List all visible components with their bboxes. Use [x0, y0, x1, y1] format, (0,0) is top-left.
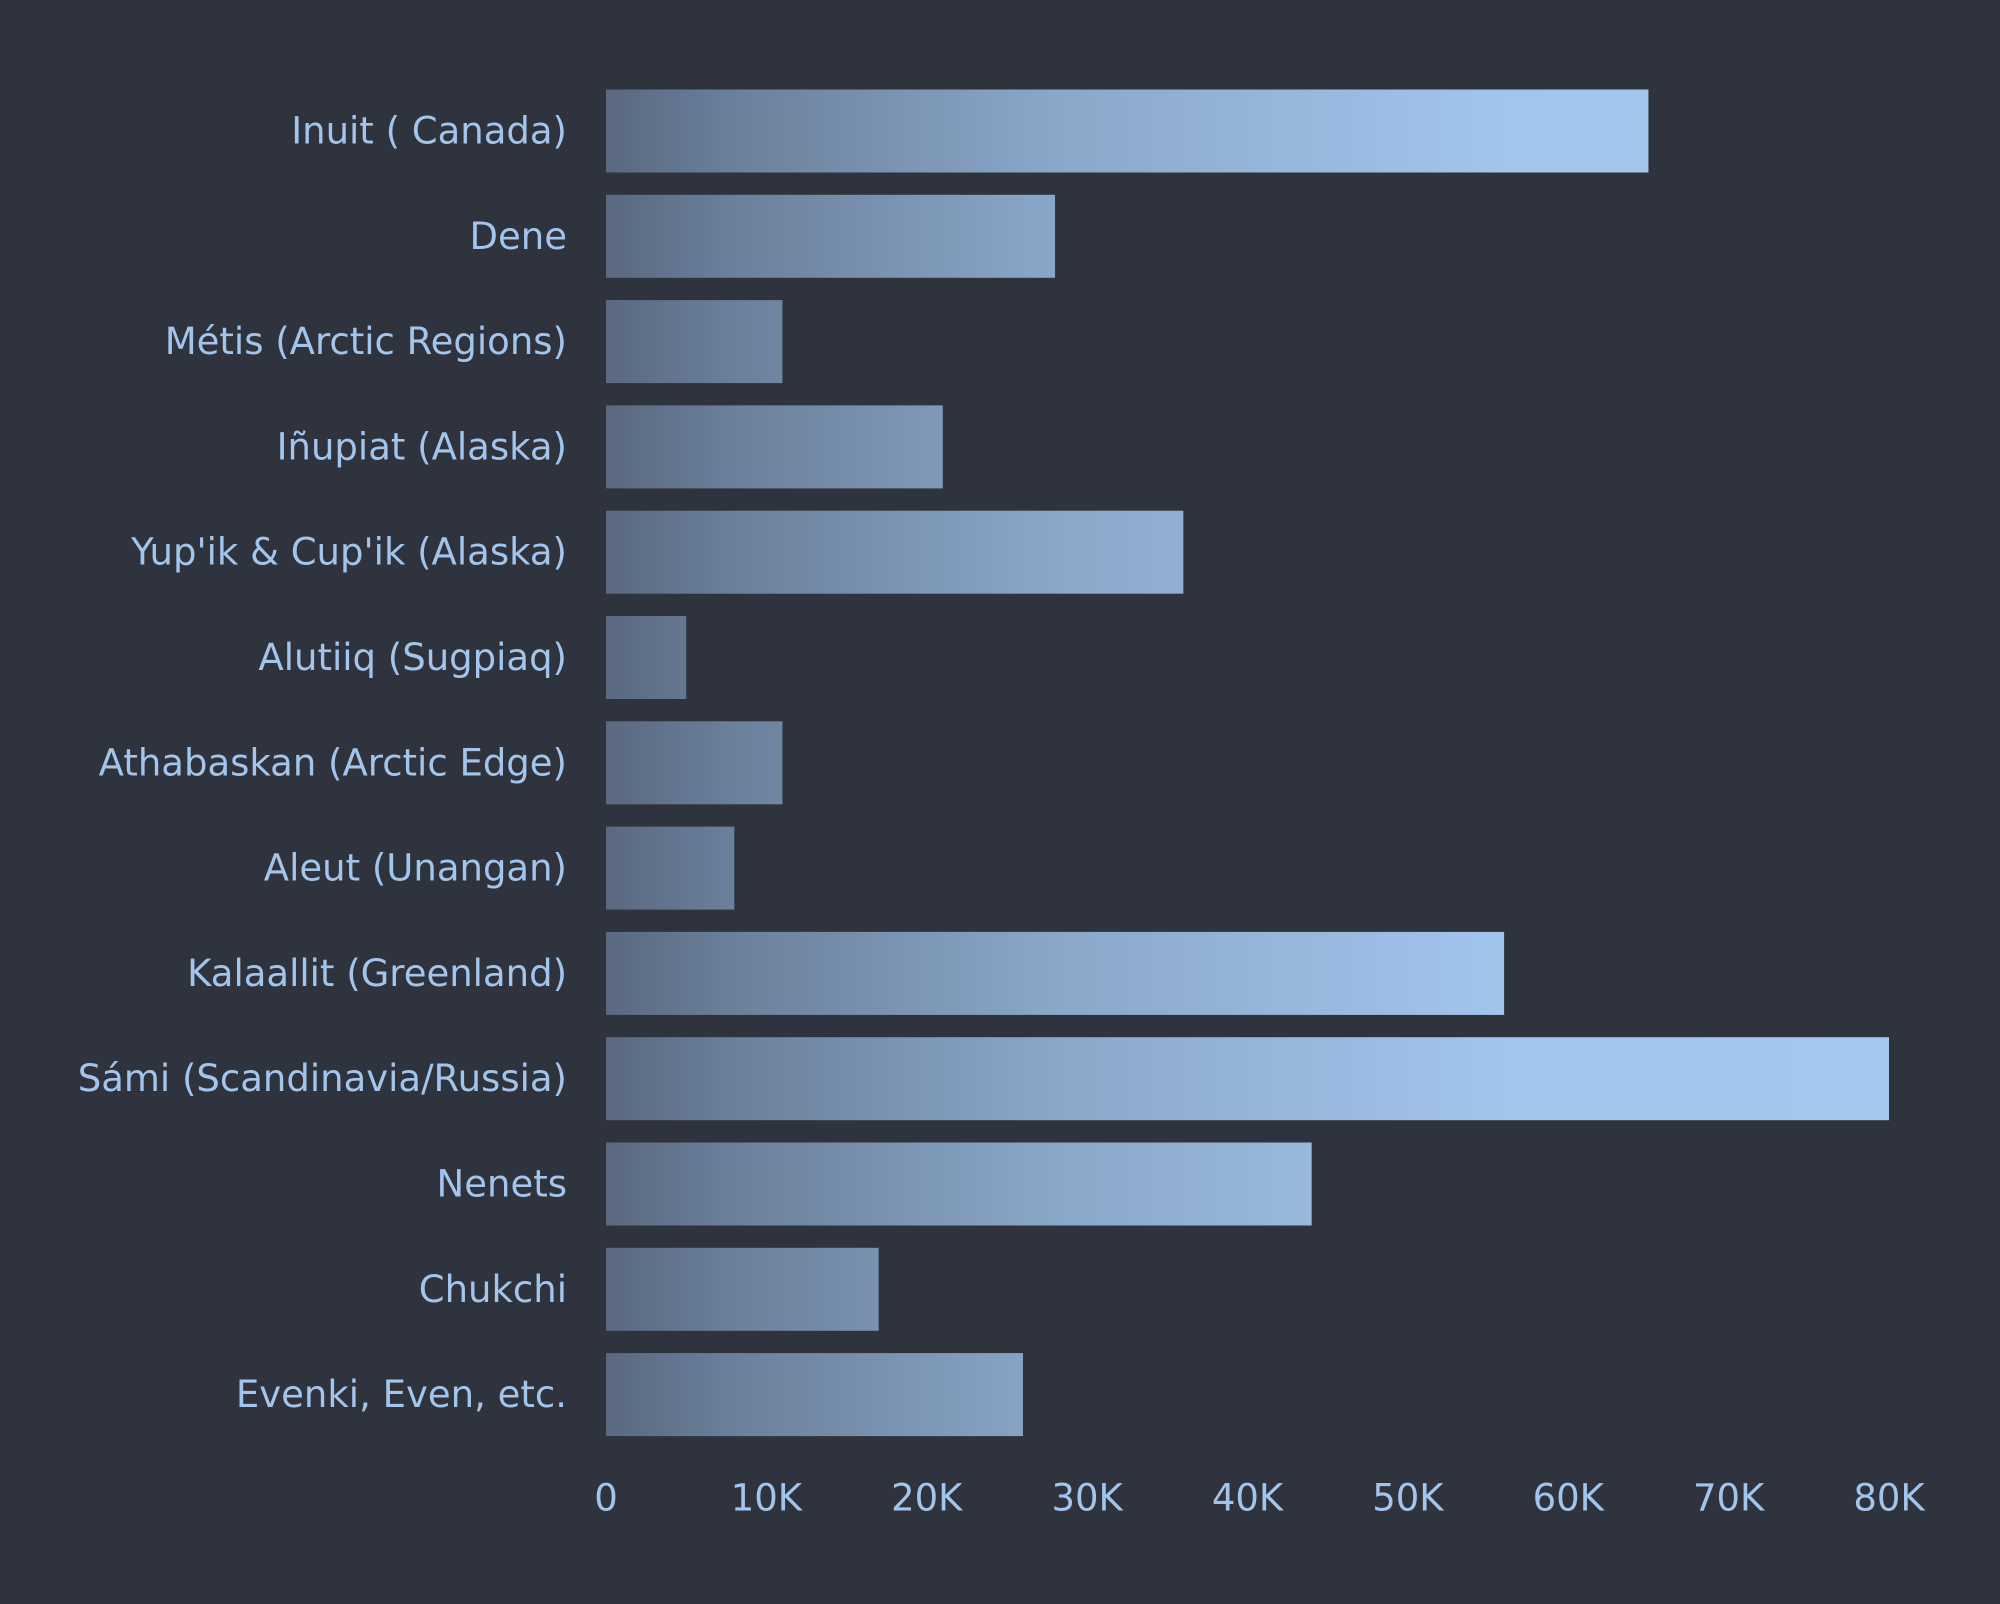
bar	[606, 616, 687, 699]
category-label: Alutiiq (Sugpiaq)	[258, 636, 567, 679]
category-label: Evenki, Even, etc.	[236, 1373, 567, 1416]
bar	[606, 1247, 879, 1331]
bar	[606, 931, 1505, 1015]
category-labels: Inuit ( Canada) Dene Métis (Arctic Regions…	[78, 110, 567, 1417]
category-label: Inuit ( Canada)	[291, 110, 567, 153]
x-tick-label: 0	[594, 1477, 618, 1520]
category-label: Kalaallit (Greenland)	[187, 952, 567, 995]
x-tick-label: 20K	[891, 1477, 964, 1520]
x-tick-label: 40K	[1212, 1477, 1285, 1520]
bar	[606, 1142, 1312, 1226]
category-label: Yup'ik & Cup'ik (Alaska)	[130, 531, 567, 574]
category-label: Iñupiat (Alaska)	[277, 425, 567, 468]
bar	[606, 1037, 1889, 1121]
x-tick-label: 30K	[1051, 1477, 1124, 1520]
bar	[606, 510, 1184, 594]
x-axis-ticks: 0 10K 20K 30K 40K 50K 60K 70K 80K	[594, 1477, 1926, 1520]
bar	[606, 405, 943, 489]
bar	[606, 1353, 1023, 1437]
category-label: Aleut (Unangan)	[264, 847, 567, 890]
bar	[606, 194, 1056, 278]
x-tick-label: 70K	[1693, 1477, 1766, 1520]
bar	[606, 721, 783, 805]
category-label: Athabaskan (Arctic Edge)	[99, 741, 567, 784]
bar	[606, 300, 783, 384]
category-label: Métis (Arctic Regions)	[165, 320, 567, 363]
bar	[606, 89, 1649, 173]
x-tick-label: 60K	[1533, 1477, 1606, 1520]
category-label: Sámi (Scandinavia/Russia)	[78, 1057, 567, 1100]
category-label: Dene	[470, 215, 567, 258]
x-tick-label: 80K	[1853, 1477, 1926, 1520]
category-label: Chukchi	[419, 1268, 567, 1311]
x-tick-label: 50K	[1372, 1477, 1445, 1520]
category-label: Nenets	[437, 1163, 567, 1206]
bar	[606, 826, 735, 910]
bars-layer	[606, 89, 1889, 1437]
x-tick-label: 10K	[731, 1477, 804, 1520]
